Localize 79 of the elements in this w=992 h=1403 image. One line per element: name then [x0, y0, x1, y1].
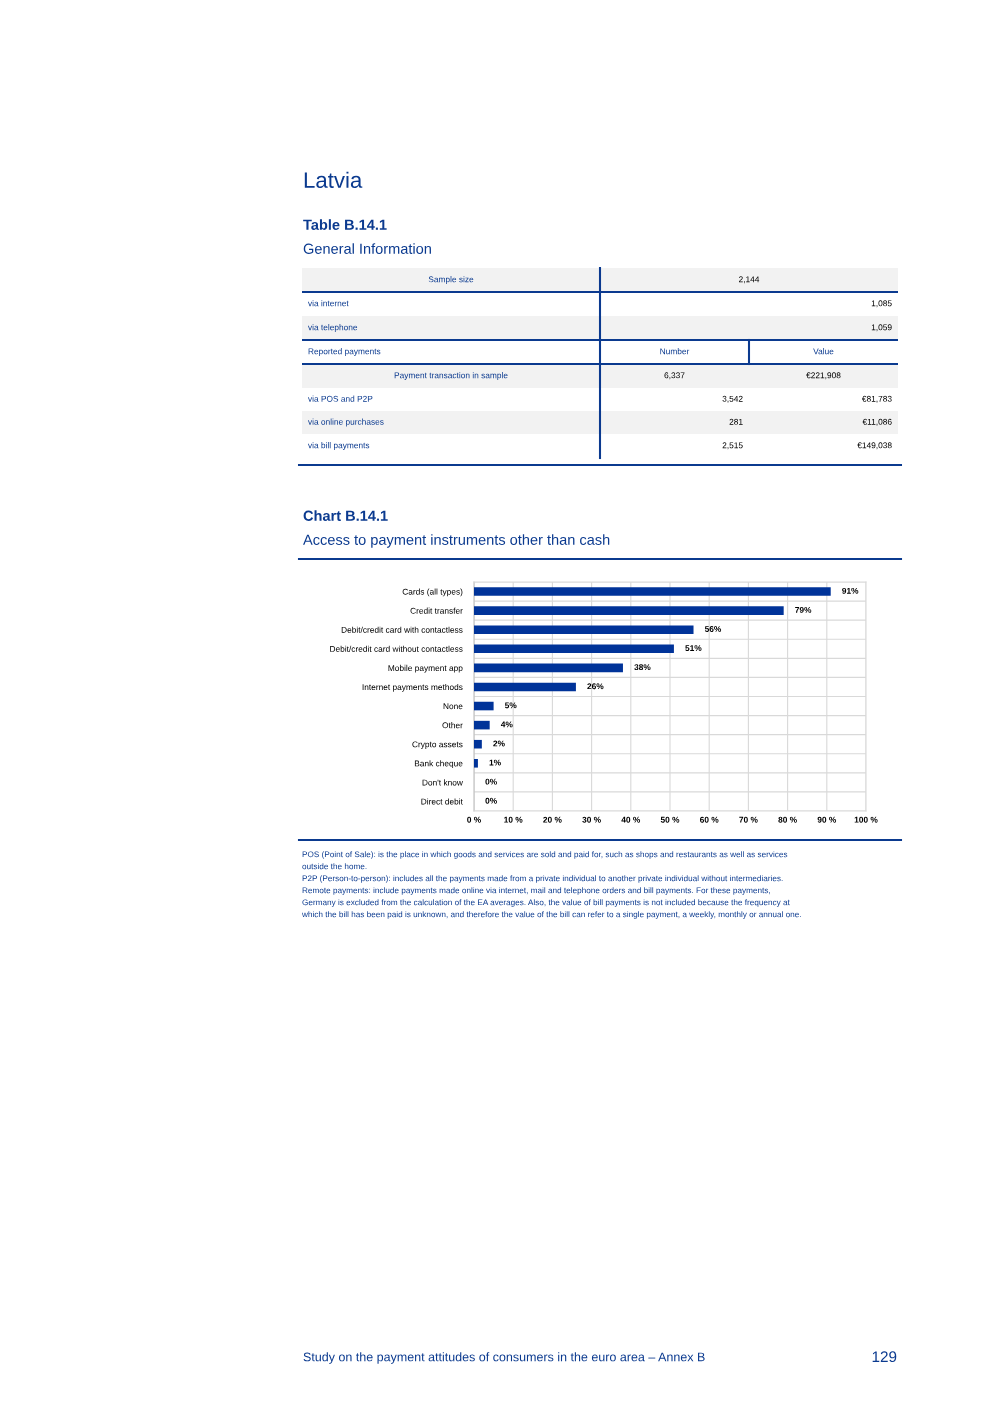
data-label: 38% [634, 664, 651, 671]
data-label: 2% [493, 740, 505, 747]
text: Chart B.14.1 [303, 510, 388, 521]
bar [474, 606, 784, 615]
x-tick-label: 10 % [504, 816, 523, 823]
text: via POS and P2P [307, 395, 373, 402]
text: 281 [729, 418, 743, 425]
bar [474, 701, 494, 711]
bar [474, 720, 490, 730]
y-tick-label: Crypto assets [412, 741, 463, 749]
y-tick-label: Internet payments methods [362, 683, 463, 692]
y-tick-label: Mobile payment app [388, 664, 463, 673]
x-tick-label: 0 % [467, 816, 481, 823]
x-tick-label: 70 % [739, 816, 758, 823]
y-tick-label: Other [442, 722, 463, 729]
x-tick-label: 30 % [582, 816, 601, 823]
y-tick-label: Don't know [422, 779, 463, 786]
bar [474, 644, 674, 654]
text: 2,144 [738, 276, 760, 284]
text: 1,059 [871, 324, 892, 332]
text: Reported payments [308, 348, 381, 356]
y-tick-label: Debit/credit card with contactless [341, 626, 463, 633]
text: via bill payments [307, 442, 370, 450]
text: Study on the payment attitudes of consumers in the euro area – Annex B [303, 1352, 705, 1364]
text: €149,038 [857, 442, 892, 450]
bar [474, 739, 482, 749]
text: via internet [307, 300, 349, 307]
text: Germany is excluded from the calculation of the EA averages. Also, the value of bill payments is not included because the frequency at [302, 899, 790, 907]
text: outside the home. [302, 863, 367, 870]
text: via online purchases [307, 418, 384, 427]
y-tick-label: Debit/credit card without contactless [330, 645, 463, 652]
text: Value [813, 348, 834, 355]
text: which the bill has been paid is unknown, and therefore the value of the bill can refer to a single payment, a weekly, monthly or annual one. [301, 911, 801, 919]
x-tick-label: 40 % [621, 816, 641, 823]
chart-subtitle: Access to payment instruments other than cash [303, 534, 610, 548]
text: 1,085 [871, 300, 892, 308]
y-tick-label: Direct debit [421, 798, 463, 805]
text: Remote payments: include payments made online via internet, mail and telephone orders and bill payments. For these payments, [302, 887, 770, 895]
x-tick-label: 60 % [700, 816, 719, 823]
x-tick-label: 20 % [543, 816, 562, 823]
bar [474, 663, 623, 673]
y-tick-label: Credit transfer [410, 607, 463, 614]
y-tick-label: Bank cheque [414, 760, 463, 769]
text: Table B.14.1 [303, 219, 387, 230]
text: Latvia [304, 171, 363, 188]
text: Number [660, 348, 690, 355]
data-label: 1% [489, 759, 501, 766]
bar [474, 682, 576, 692]
text: P2P (Person-to-person): includes all the payments made from a private individual to another private individual without intermediaries. [302, 875, 783, 883]
text: via telephone [307, 324, 358, 332]
data-label: 51% [685, 645, 702, 652]
text: €81,783 [861, 395, 892, 403]
x-tick-label: 90 % [817, 816, 837, 823]
bar [474, 759, 478, 768]
text: General Information [303, 243, 431, 254]
y-tick-label: Cards (all types) [402, 588, 463, 597]
data-label: 5% [504, 702, 517, 709]
text: €11,086 [862, 418, 892, 426]
text: 129 [872, 1351, 897, 1363]
y-tick-label: None [443, 703, 463, 710]
data-label: 56% [704, 626, 722, 632]
data-label: 26% [587, 683, 604, 690]
x-tick-label: 50 % [660, 816, 680, 823]
data-label: 0% [485, 797, 497, 804]
data-label: 4% [500, 721, 513, 728]
text: €221,908 [806, 372, 841, 380]
bar [474, 587, 831, 596]
text: 3,542 [722, 395, 743, 403]
x-tick-label: 80 % [778, 816, 797, 823]
text: POS (Point of Sale): is the place in which goods and services are sold and paid for, such as shops and restaurants as well as services [302, 851, 788, 859]
bar [474, 625, 694, 634]
text: 6,337 [664, 372, 685, 380]
text: Sample size [428, 276, 474, 284]
x-tick-label: 100 % [854, 816, 878, 823]
data-label: 79% [795, 606, 812, 613]
data-label: 0% [485, 778, 497, 785]
data-label: 91% [842, 587, 859, 594]
text: Payment transaction in sample [394, 372, 508, 380]
text: 2,515 [722, 442, 743, 450]
